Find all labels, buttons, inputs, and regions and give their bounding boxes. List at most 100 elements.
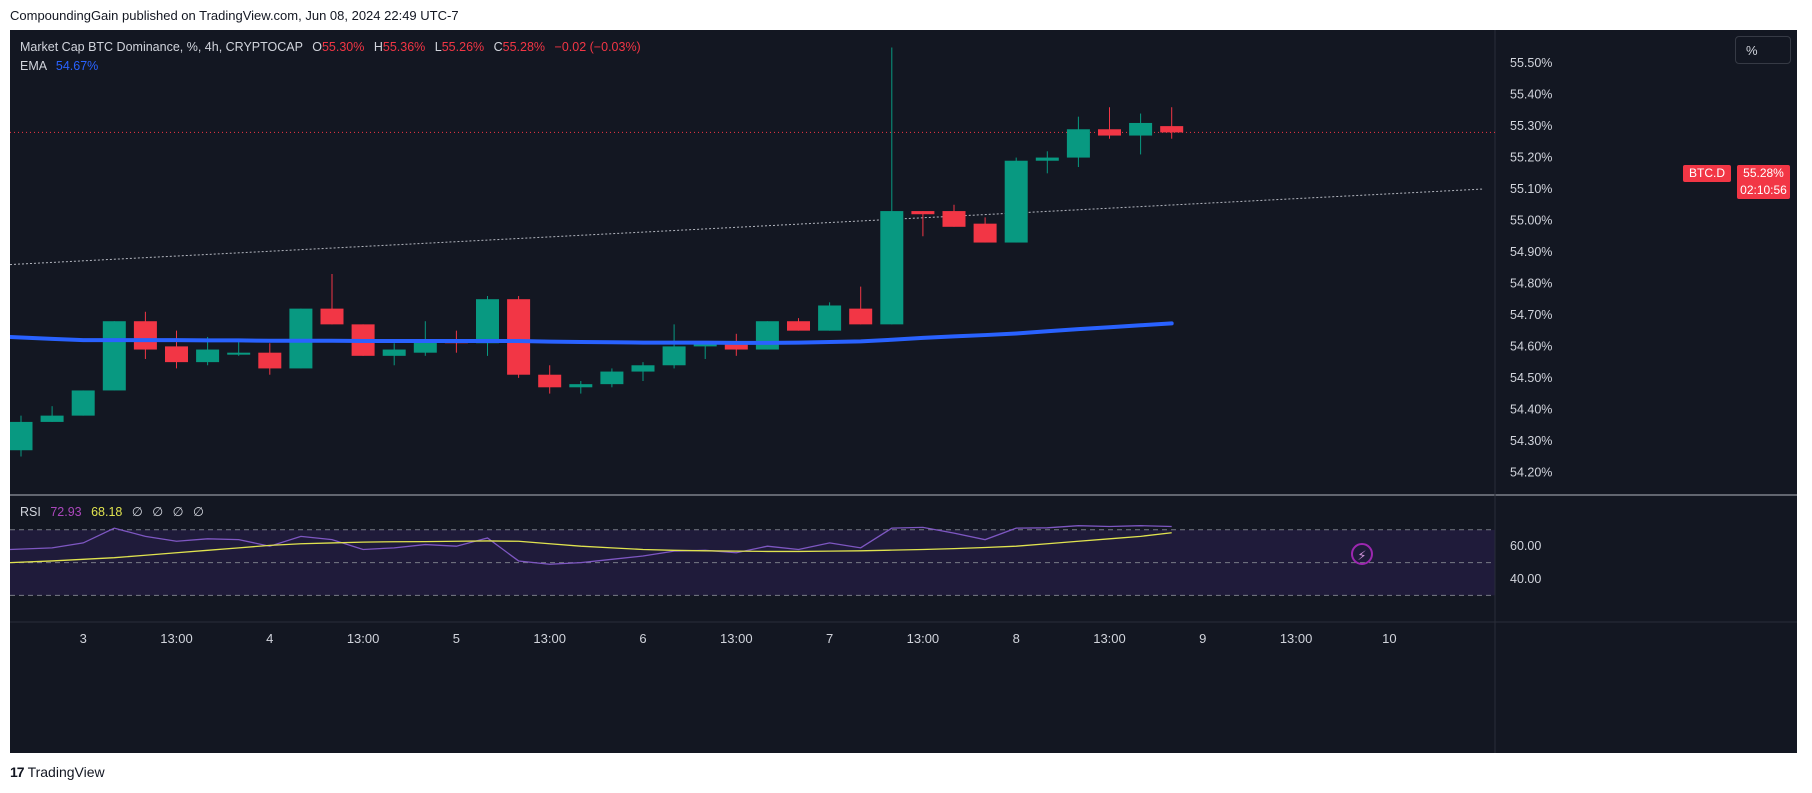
rsi-tick-label: 40.00 xyxy=(1510,572,1541,586)
candle-body-up xyxy=(1066,129,1090,158)
candle-body-down xyxy=(133,321,157,350)
rsi-ma-line[interactable] xyxy=(10,532,1172,564)
price-scale-ticks: 55.50% 55.40% 55.30% 55.20% 55.10% 55.00% 54.9… xyxy=(1510,56,1552,479)
open-value: 55.30% xyxy=(321,40,365,54)
candle-body-up xyxy=(476,299,499,344)
time-tick-label: 10 xyxy=(1382,631,1396,646)
candle-body-up xyxy=(755,321,779,350)
candle-body-down xyxy=(911,211,935,215)
ema-label[interactable]: EMA xyxy=(20,59,47,73)
candle-body-up xyxy=(1129,122,1153,136)
candle-body-up xyxy=(569,384,593,388)
candle-body-down xyxy=(320,308,344,325)
time-tick-label: 9 xyxy=(1199,631,1206,646)
rsi-extra-4: ∅ xyxy=(192,505,204,519)
time-tick-label: 13:00 xyxy=(533,631,566,646)
candle-body-up xyxy=(631,365,655,372)
candle-body-up xyxy=(662,346,686,366)
price-tick-label: 54.30% xyxy=(1510,434,1552,448)
rsi-label[interactable]: RSI xyxy=(20,505,41,519)
candle-body-up xyxy=(102,321,126,391)
legend-main-row[interactable]: Market Cap BTC Dominance, %, 4h, CRYPTOC… xyxy=(20,38,641,57)
time-tick-label: 13:00 xyxy=(720,631,753,646)
candle-body-down xyxy=(258,352,282,369)
rsi-scale-ticks: 60.00 40.00 xyxy=(1510,539,1541,586)
candle-body-down xyxy=(165,346,188,363)
price-tick-label: 55.10% xyxy=(1510,182,1552,196)
price-tick-label: 55.40% xyxy=(1510,88,1552,102)
candle-body-up xyxy=(289,308,313,369)
candle-body-down xyxy=(787,321,810,331)
price-tick-label: 54.50% xyxy=(1510,371,1552,385)
chart-background xyxy=(10,30,1797,753)
high-label: H xyxy=(373,40,383,54)
tradingview-logo-icon: 17 xyxy=(10,764,25,780)
price-tick-label: 54.40% xyxy=(1510,402,1552,416)
time-tick-label: 8 xyxy=(1013,631,1020,646)
brand-name: TradingView xyxy=(27,764,105,780)
symbol-title[interactable]: Market Cap BTC Dominance, %, 4h, CRYPTOC… xyxy=(20,40,303,54)
price-tick-label: 54.90% xyxy=(1510,245,1552,259)
candle-body-up xyxy=(71,390,95,416)
candle-body-up xyxy=(40,415,64,422)
price-tick-label: 55.50% xyxy=(1510,56,1552,70)
price-tick-label: 55.30% xyxy=(1510,119,1552,133)
bar-countdown: 02:10:56 xyxy=(1740,183,1787,197)
candle-body-up xyxy=(10,421,33,451)
candle-body-up xyxy=(382,349,406,356)
candle-body-down xyxy=(849,308,873,325)
high-value: 55.36% xyxy=(382,40,426,54)
candle-body-up xyxy=(227,352,251,355)
candle-body-down xyxy=(507,299,531,375)
rsi-value: 72.93 xyxy=(50,505,82,519)
price-tick-label: 55.20% xyxy=(1510,151,1552,165)
low-label: L xyxy=(434,40,442,54)
open-label: O xyxy=(312,40,322,54)
time-tick-label: 13:00 xyxy=(1280,631,1313,646)
candle-body-up xyxy=(413,340,437,353)
symbol-price-tag: BTC.D xyxy=(1683,165,1731,182)
trendline[interactable] xyxy=(10,188,1483,266)
candle-body-down xyxy=(1160,126,1184,133)
last-price-tag: 55.28% 02:10:56 xyxy=(1737,165,1790,199)
price-tick-label: 54.20% xyxy=(1510,465,1552,479)
time-tick-label: 13:00 xyxy=(907,631,940,646)
close-label: C xyxy=(493,40,503,54)
candle-body-up xyxy=(600,371,624,385)
chart-svg[interactable]: 55.50% 55.40% 55.30% 55.20% 55.10% 55.00% 54.9… xyxy=(10,30,1797,753)
time-tick-label: 13:00 xyxy=(347,631,380,646)
lightning-icon[interactable]: ⚡ xyxy=(1351,543,1373,565)
price-tick-label: 54.60% xyxy=(1510,339,1552,353)
time-tick-label: 6 xyxy=(639,631,646,646)
candle-body-up xyxy=(1004,160,1028,243)
rsi-extra-2: ∅ xyxy=(152,505,164,519)
candle-body-down xyxy=(1098,129,1121,136)
time-scale-ticks: 3 13:00 4 13:00 5 13:00 6 13:00 7 13:00 8 13:00 9 13:… xyxy=(80,631,1397,646)
candle-body-down xyxy=(942,211,966,227)
footer-brand[interactable]: 17 TradingView xyxy=(10,764,105,780)
rsi-line[interactable] xyxy=(10,525,1172,565)
ema-value: 54.67% xyxy=(55,59,99,73)
time-tick-label: 4 xyxy=(266,631,273,646)
price-tick-label: 55.00% xyxy=(1510,214,1552,228)
ema-line[interactable] xyxy=(10,321,1174,345)
candle-body-up xyxy=(1035,157,1059,161)
rsi-legend[interactable]: RSI 72.93 68.18 ∅ ∅ ∅ ∅ xyxy=(20,503,204,522)
candle-body-up xyxy=(196,349,220,363)
chart-area[interactable]: 55.50% 55.40% 55.30% 55.20% 55.10% 55.00% 54.9… xyxy=(10,30,1797,753)
price-tick-label: 54.70% xyxy=(1510,308,1552,322)
legend: Market Cap BTC Dominance, %, 4h, CRYPTOC… xyxy=(20,38,641,76)
rsi-ma-value: 68.18 xyxy=(91,505,123,519)
candle-body-up xyxy=(880,211,904,325)
rsi-extra-3: ∅ xyxy=(172,505,184,519)
percent-scale-button[interactable]: % xyxy=(1735,36,1791,64)
change-value: −0.02 (−0.03%) xyxy=(554,40,641,54)
price-tick-label: 54.80% xyxy=(1510,276,1552,290)
legend-ema-row[interactable]: EMA 54.67% xyxy=(20,57,641,76)
close-value: 55.28% xyxy=(502,40,546,54)
time-tick-label: 3 xyxy=(80,631,87,646)
candle-body-down xyxy=(538,374,562,388)
candle-body-down xyxy=(973,223,997,243)
candle-body-up xyxy=(818,305,842,331)
time-tick-label: 5 xyxy=(453,631,460,646)
